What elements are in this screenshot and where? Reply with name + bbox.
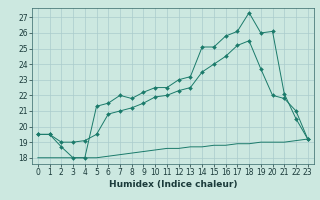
X-axis label: Humidex (Indice chaleur): Humidex (Indice chaleur): [108, 180, 237, 189]
